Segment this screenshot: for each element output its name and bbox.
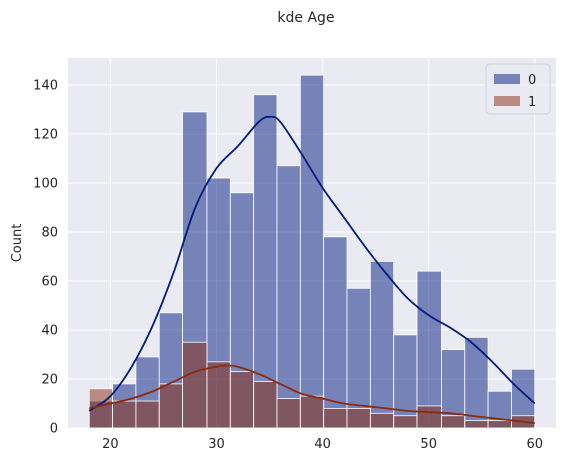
x-tick-label: 20 bbox=[102, 437, 119, 452]
kde-line-series-0 bbox=[88, 115, 536, 412]
bar-series-1 bbox=[323, 407, 348, 429]
bar-series-1 bbox=[182, 341, 208, 429]
kde-line-series-1 bbox=[89, 364, 535, 424]
x-tick-label: 30 bbox=[208, 437, 225, 452]
legend-label-0: 0 bbox=[528, 73, 536, 88]
y-tick-label: 40 bbox=[41, 323, 58, 338]
y-tick-label: 120 bbox=[33, 127, 58, 142]
legend: 01 bbox=[485, 63, 551, 115]
bar-series-1 bbox=[369, 412, 395, 429]
legend-swatch-0 bbox=[494, 74, 520, 84]
y-tick-label: 0 bbox=[50, 422, 58, 437]
y-tick-label: 20 bbox=[41, 372, 58, 387]
bar-series-0 bbox=[393, 334, 418, 429]
y-tick-label: 60 bbox=[41, 274, 58, 289]
kde-curves bbox=[88, 115, 536, 424]
bar-series-1 bbox=[135, 400, 160, 429]
y-axis-label: Count bbox=[10, 224, 25, 263]
chart-title: kde Age bbox=[277, 10, 334, 26]
bar-series-1 bbox=[464, 420, 489, 429]
bar-series-1 bbox=[299, 395, 325, 429]
bar-series-0 bbox=[253, 94, 278, 429]
legend-label-1: 1 bbox=[528, 95, 536, 110]
y-tick-label: 100 bbox=[33, 176, 58, 191]
bar-series-1 bbox=[253, 381, 278, 429]
bar-series-0 bbox=[369, 260, 395, 429]
bar-series-1 bbox=[112, 400, 137, 429]
bar-series-1 bbox=[487, 420, 512, 429]
bar-series-1 bbox=[393, 415, 418, 429]
bar-series-0 bbox=[416, 270, 442, 429]
bar-series-1 bbox=[416, 405, 442, 429]
bar-series-1 bbox=[346, 407, 371, 429]
bar-series-0 bbox=[464, 336, 489, 429]
x-tick-label: 60 bbox=[527, 437, 544, 452]
bar-series-0 bbox=[299, 74, 325, 429]
bar-series-1 bbox=[441, 415, 466, 429]
x-tick-label: 50 bbox=[420, 437, 437, 452]
bar-series-1 bbox=[206, 361, 231, 429]
legend-swatch-1 bbox=[494, 96, 520, 106]
axis-tick-labels: 20 30 40 50 60 0 20 40 60 80 100 120 140 bbox=[33, 78, 543, 452]
y-tick-label: 140 bbox=[33, 78, 58, 93]
x-tick-label: 40 bbox=[314, 437, 331, 452]
bar-series-1 bbox=[158, 383, 183, 429]
legend-frame bbox=[485, 63, 551, 115]
bar-series-1 bbox=[276, 398, 301, 429]
bar-series-1 bbox=[229, 371, 255, 429]
y-tick-label: 80 bbox=[41, 225, 58, 240]
